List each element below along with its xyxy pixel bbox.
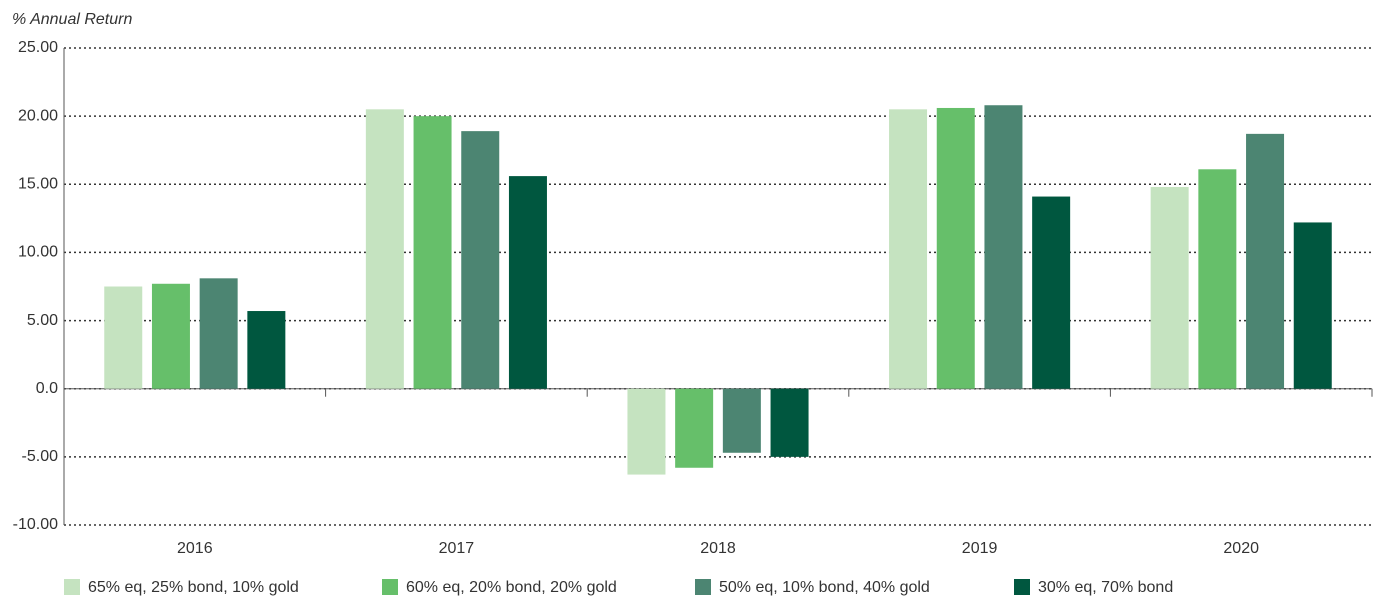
bar — [365, 109, 404, 389]
bar — [984, 105, 1023, 389]
legend-label: 50% eq, 10% bond, 40% gold — [719, 579, 930, 596]
y-axis-label: % Annual Return — [12, 11, 132, 28]
legend-label: 65% eq, 25% bond, 10% gold — [88, 579, 299, 596]
bar — [627, 388, 666, 475]
x-tick-label: 2016 — [177, 540, 213, 557]
y-tick-label: -5.00 — [22, 448, 59, 465]
bar — [1246, 133, 1285, 389]
bar — [151, 283, 190, 389]
x-tick-label: 2017 — [439, 540, 475, 557]
bar — [1150, 187, 1189, 389]
y-tick-label: 5.00 — [27, 312, 58, 329]
y-tick-label: 25.00 — [18, 39, 58, 56]
bar — [770, 388, 809, 457]
bar — [889, 109, 928, 389]
y-tick-label: 10.00 — [18, 244, 58, 261]
bar — [722, 388, 761, 453]
legend-swatch — [64, 579, 80, 595]
bar — [247, 311, 286, 389]
bar — [1032, 196, 1071, 389]
bar — [461, 131, 500, 389]
bar — [413, 116, 452, 389]
y-tick-label: -10.00 — [13, 516, 58, 533]
x-tick-label: 2020 — [1223, 540, 1259, 557]
bar — [1198, 169, 1237, 389]
y-tick-label: 20.00 — [18, 107, 58, 124]
bar — [675, 388, 714, 468]
legend-label: 30% eq, 70% bond — [1038, 579, 1173, 596]
bar — [936, 107, 975, 389]
y-tick-label: 15.00 — [18, 176, 58, 193]
bar — [199, 278, 238, 389]
legend-swatch — [382, 579, 398, 595]
bar — [1293, 222, 1332, 389]
legend-label: 60% eq, 20% bond, 20% gold — [406, 579, 617, 596]
x-tick-label: 2019 — [962, 540, 998, 557]
legend-swatch — [1014, 579, 1030, 595]
bar — [508, 176, 547, 389]
legend-swatch — [695, 579, 711, 595]
y-tick-label: 0.0 — [36, 380, 58, 397]
x-tick-label: 2018 — [700, 540, 736, 557]
bar — [104, 286, 143, 389]
